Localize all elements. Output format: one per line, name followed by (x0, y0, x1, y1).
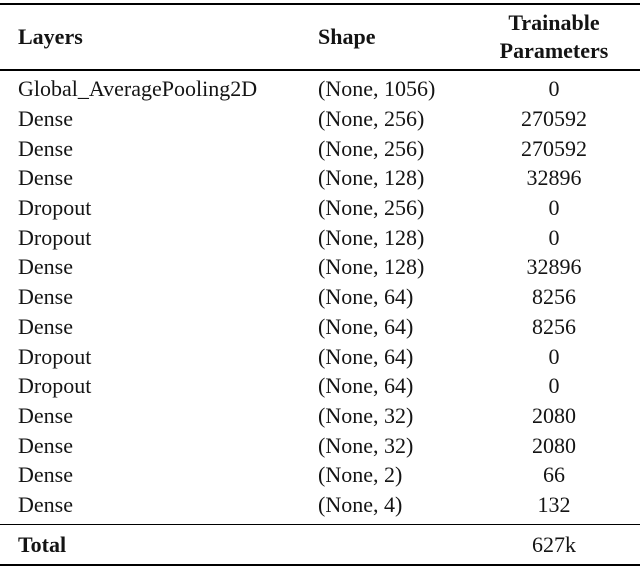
layer-name: Dense (18, 135, 73, 161)
top-rule (0, 3, 640, 5)
layer-params: 0 (548, 76, 560, 102)
layer-name: Dense (18, 462, 73, 488)
layer-shape: (None, 4) (318, 491, 403, 517)
table-total-row: Total 627k (0, 525, 640, 564)
layer-name: Dropout (18, 195, 92, 221)
table-row: Dense (None, 2) 66 (0, 460, 640, 490)
layer-params: 8256 (532, 284, 576, 310)
table-body: Global_AveragePooling2D (None, 1056) 0 D… (0, 71, 640, 524)
column-header-layers: Layers (18, 24, 83, 49)
layer-name: Dropout (18, 343, 92, 369)
column-header-trainable-line1: Trainable (508, 10, 600, 35)
layer-params: 0 (548, 343, 560, 369)
layer-name: Dense (18, 284, 73, 310)
total-label: Total (18, 531, 67, 557)
layer-params: 2080 (532, 432, 576, 458)
layer-shape: (None, 64) (318, 284, 414, 310)
layer-shape: (None, 1056) (318, 76, 436, 102)
layer-params: 2080 (532, 402, 576, 428)
layer-params: 8256 (532, 313, 576, 339)
layer-params: 270592 (521, 106, 587, 132)
table-row: Dense (None, 32) 2080 (0, 431, 640, 461)
layer-name: Dropout (18, 373, 92, 399)
table-row: Dropout (None, 64) 0 (0, 342, 640, 372)
layer-params: 0 (548, 224, 560, 250)
layer-name: Dense (18, 106, 73, 132)
layer-name: Dense (18, 402, 73, 428)
layer-params: 132 (537, 491, 571, 517)
header-rule (0, 69, 640, 71)
layer-shape: (None, 64) (318, 373, 414, 399)
total-rule (0, 523, 640, 526)
layer-name: Dense (18, 491, 73, 517)
table-row: Dense (None, 128) 32896 (0, 253, 640, 283)
layer-shape: (None, 128) (318, 224, 425, 250)
layer-shape: (None, 32) (318, 432, 414, 458)
layer-shape: (None, 256) (318, 106, 425, 132)
layer-name: Dense (18, 432, 73, 458)
layer-shape: (None, 2) (318, 462, 403, 488)
table-header-row: Layers Shape Trainable Parameters (0, 5, 640, 69)
layer-params: 0 (548, 195, 560, 221)
layer-name: Dropout (18, 224, 92, 250)
total-params-value: 627k (532, 531, 576, 557)
table-row: Dense (None, 32) 2080 (0, 401, 640, 431)
layer-params: 66 (543, 462, 565, 488)
layer-shape: (None, 64) (318, 343, 414, 369)
column-header-trainable-line2: Parameters (499, 38, 609, 63)
bottom-rule (0, 564, 640, 567)
table-row: Dense (None, 256) 270592 (0, 134, 640, 164)
column-header-trainable-parameters: Trainable Parameters (468, 9, 640, 65)
table-row: Dense (None, 256) 270592 (0, 104, 640, 134)
layer-params: 270592 (521, 135, 587, 161)
layer-shape: (None, 128) (318, 165, 425, 191)
table-row: Dense (None, 128) 32896 (0, 164, 640, 194)
layer-name: Dense (18, 165, 73, 191)
column-header-shape: Shape (318, 24, 376, 49)
layer-shape: (None, 256) (318, 195, 425, 221)
table-row: Dense (None, 64) 8256 (0, 312, 640, 342)
layer-params: 0 (548, 373, 560, 399)
layer-shape: (None, 32) (318, 402, 414, 428)
table-row: Dropout (None, 128) 0 (0, 223, 640, 253)
layer-shape: (None, 64) (318, 313, 414, 339)
layer-name: Dense (18, 313, 73, 339)
table-row: Global_AveragePooling2D (None, 1056) 0 (0, 75, 640, 105)
table-row: Dense (None, 4) 132 (0, 490, 640, 520)
table-row: Dropout (None, 256) 0 (0, 193, 640, 223)
layer-name: Global_AveragePooling2D (18, 76, 258, 102)
layer-params: 32896 (526, 254, 582, 280)
layer-name: Dense (18, 254, 73, 280)
table-row: Dense (None, 64) 8256 (0, 282, 640, 312)
layer-shape: (None, 128) (318, 254, 425, 280)
table-row: Dropout (None, 64) 0 (0, 371, 640, 401)
layer-shape: (None, 256) (318, 135, 425, 161)
layer-params: 32896 (526, 165, 582, 191)
